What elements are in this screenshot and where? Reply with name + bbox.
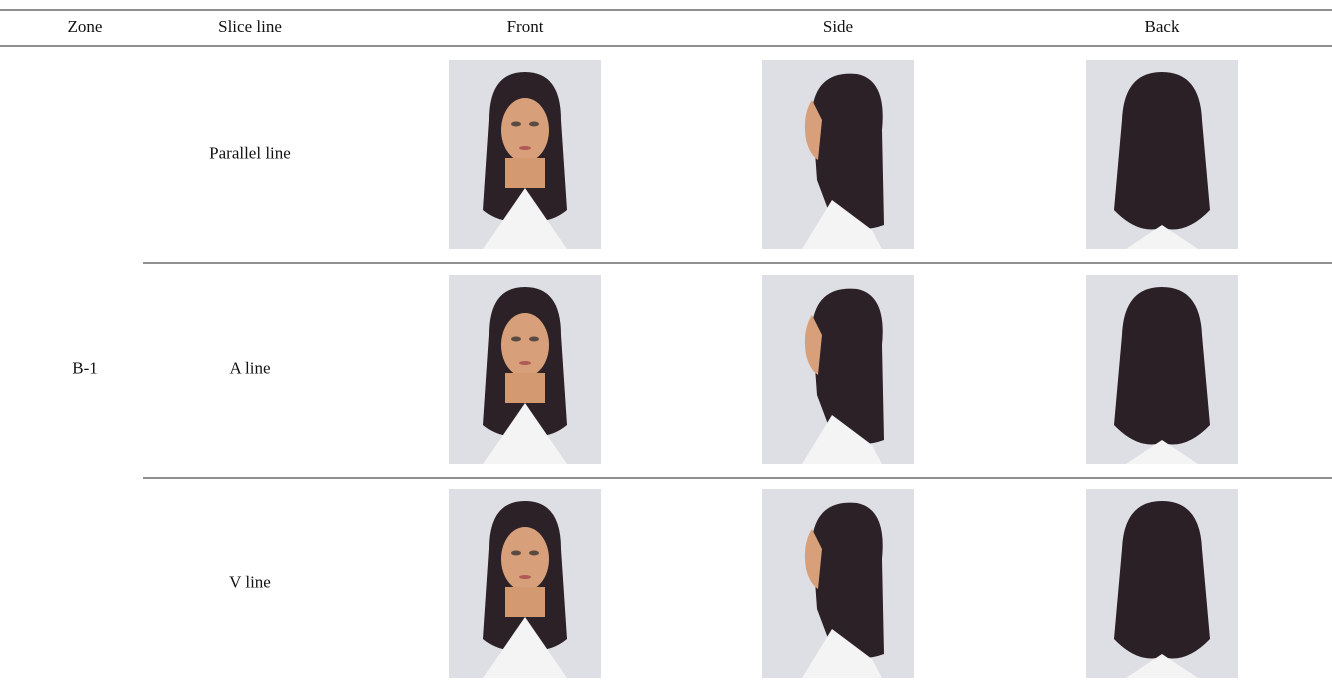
column-header: Zone (68, 17, 103, 36)
photo-front (449, 275, 601, 464)
slice-line-label: V line (229, 572, 271, 591)
photo-side (762, 275, 914, 464)
column-header: Front (507, 17, 544, 36)
photo-front (449, 489, 601, 678)
zone-label: B-1 (72, 358, 98, 377)
photo-back (1086, 489, 1238, 678)
slice-line-label: A line (229, 358, 270, 377)
photo-back (1086, 60, 1238, 249)
slice-line-label: Parallel line (209, 143, 291, 162)
photo-back (1086, 275, 1238, 464)
column-header: Slice line (218, 17, 282, 36)
photo-front (449, 60, 601, 249)
photo-side (762, 489, 914, 678)
column-header: Side (823, 17, 853, 36)
photo-side (762, 60, 914, 249)
column-header: Back (1145, 17, 1180, 36)
